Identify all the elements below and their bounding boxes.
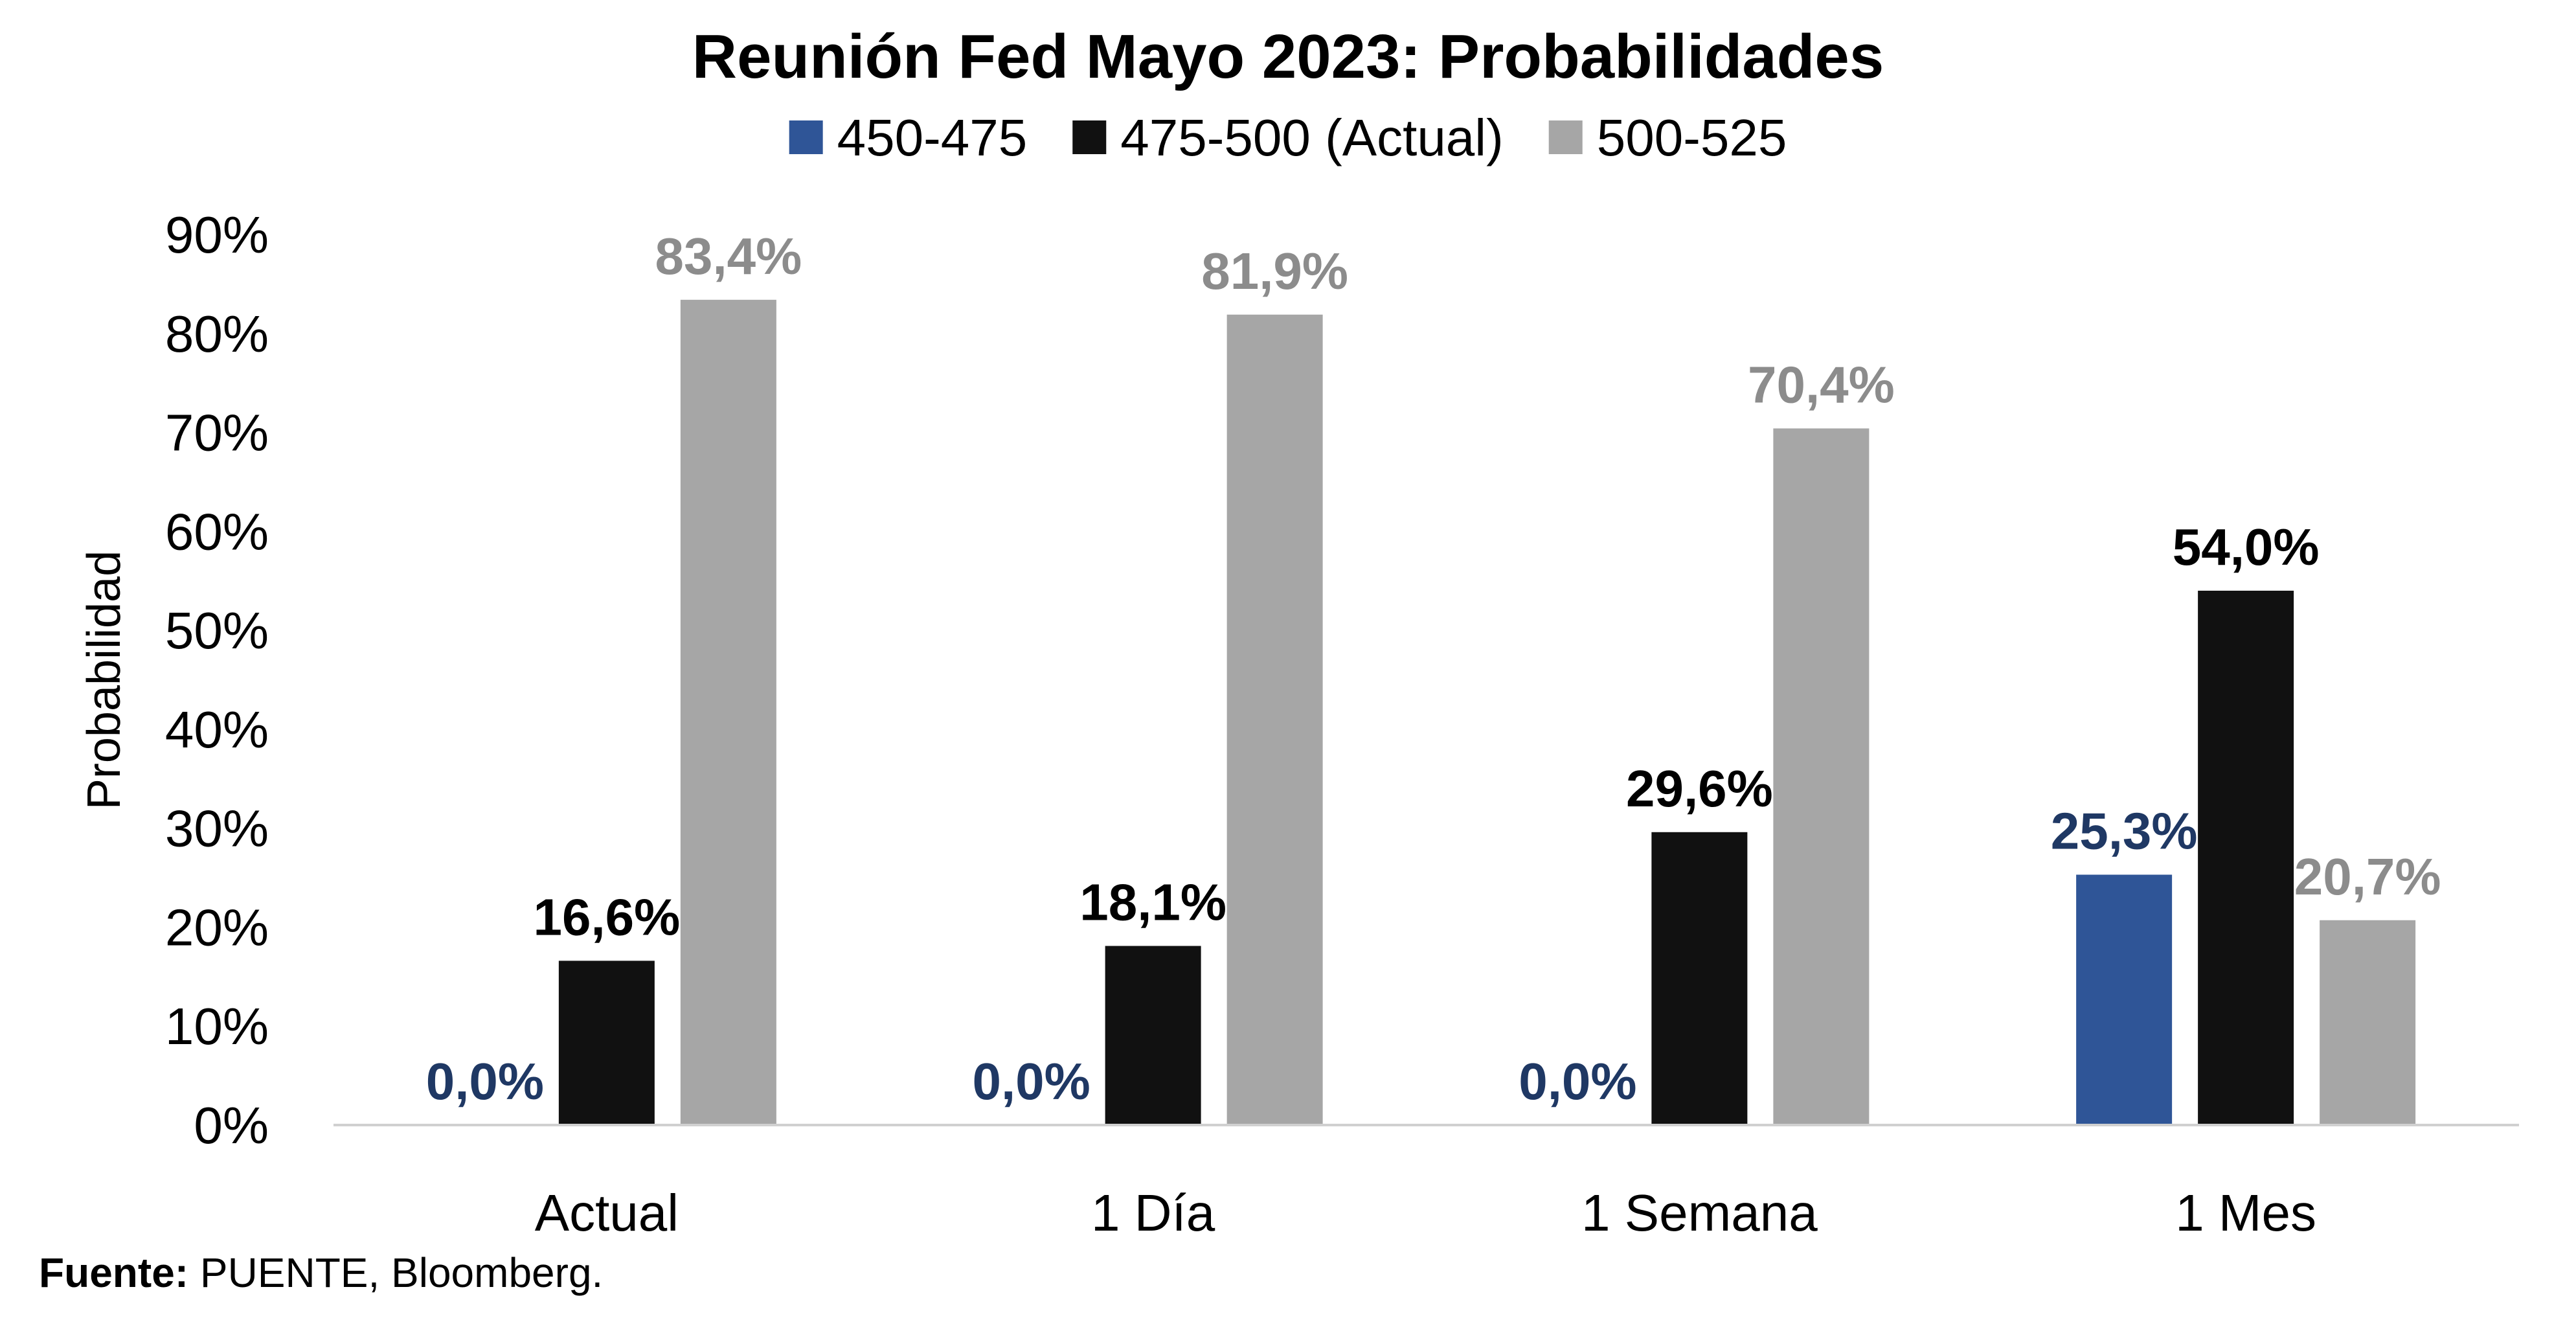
x-tick-label: 1 Mes — [2175, 1184, 2316, 1242]
y-axis-ticks: 0% 10% 20% 30% 40% 50% 60% 70% 80% 90% — [165, 206, 269, 1154]
data-label: 29,6% — [1626, 760, 1773, 817]
data-label: 81,9% — [1201, 242, 1348, 300]
data-label: 54,0% — [2173, 518, 2320, 576]
data-label: 16,6% — [533, 888, 680, 946]
y-tick-label: 80% — [165, 305, 269, 363]
bar — [1105, 946, 1201, 1125]
data-label: 25,3% — [2051, 802, 2198, 859]
source-text: PUENTE, Bloomberg. — [188, 1249, 604, 1296]
data-label: 70,4% — [1748, 356, 1895, 413]
x-tick-label: 1 Día — [1091, 1184, 1215, 1242]
y-tick-label: 40% — [165, 701, 269, 758]
bar — [1773, 428, 1870, 1125]
legend-label: 475-500 (Actual) — [1120, 109, 1503, 166]
source-label: Fuente: — [39, 1249, 189, 1296]
bar — [680, 299, 776, 1125]
chart-legend: 450-475 475-500 (Actual) 500-525 — [789, 109, 1787, 166]
y-tick-label: 10% — [165, 997, 269, 1055]
y-tick-label: 70% — [165, 404, 269, 462]
data-label: 18,1% — [1079, 873, 1226, 931]
bar — [1651, 832, 1748, 1125]
bar-series — [558, 299, 2416, 1125]
bar — [2076, 874, 2173, 1125]
data-label: 20,7% — [2294, 848, 2441, 905]
x-tick-label: Actual — [535, 1184, 679, 1242]
y-tick-label: 30% — [165, 800, 269, 858]
legend-label: 450-475 — [837, 109, 1028, 166]
data-label: 83,4% — [655, 227, 802, 285]
legend-swatch — [1548, 120, 1583, 154]
x-axis-ticks: Actual 1 Día 1 Semana 1 Mes — [535, 1184, 2316, 1242]
data-labels: 0,0% 16,6% 83,4% 0,0% 18,1% 81,9% 0,0% 29,6% 70,… — [426, 227, 2441, 1110]
data-label: 0,0% — [1519, 1053, 1636, 1110]
source-note: Fuente: PUENTE, Bloomberg. — [39, 1249, 603, 1297]
data-label: 0,0% — [426, 1053, 544, 1110]
y-tick-label: 50% — [165, 602, 269, 659]
y-tick-label: 90% — [165, 206, 269, 264]
y-axis-label: Probabilidad — [78, 551, 130, 810]
data-label: 0,0% — [972, 1053, 1090, 1110]
bar — [2198, 591, 2294, 1125]
legend-label: 500-525 — [1597, 109, 1787, 166]
x-tick-label: 1 Semana — [1581, 1184, 1818, 1242]
bar — [2320, 920, 2416, 1125]
bar — [1226, 314, 1323, 1125]
bar — [558, 961, 655, 1125]
y-tick-label: 60% — [165, 503, 269, 560]
legend-swatch — [789, 120, 823, 154]
legend-swatch — [1072, 120, 1107, 154]
y-tick-label: 20% — [165, 898, 269, 956]
chart-title: Reunión Fed Mayo 2023: Probabilidades — [692, 22, 1884, 91]
y-tick-label: 0% — [194, 1097, 269, 1154]
